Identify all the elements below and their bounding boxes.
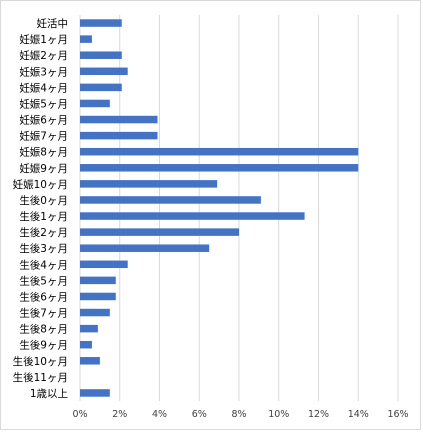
category-label: 妊娠2ヶ月 <box>19 49 68 62</box>
category-label: 生後7ヶ月 <box>19 307 68 320</box>
category-label: 生後9ヶ月 <box>19 339 68 352</box>
category-label: 妊娠9ヶ月 <box>19 162 68 175</box>
category-label: 妊娠4ヶ月 <box>19 81 68 94</box>
x-tick-labels: 0% 2% 4% 6% 8% 10% 12% 14% 16% <box>72 409 408 420</box>
bar <box>80 389 110 397</box>
category-labels: 妊活中妊娠1ヶ月妊娠2ヶ月妊娠3ヶ月妊娠4ヶ月妊娠5ヶ月妊娠6ヶ月妊娠7ヶ月妊娠… <box>13 17 68 400</box>
category-label: 生後6ヶ月 <box>19 290 68 303</box>
bar <box>80 19 122 27</box>
x-tick-label: 12% <box>308 409 329 420</box>
bar <box>80 308 110 317</box>
x-tick-label: 16% <box>387 409 408 420</box>
category-label: 生後2ヶ月 <box>19 226 68 239</box>
gridlines <box>79 15 399 401</box>
x-tick-label: 10% <box>268 409 289 420</box>
bar <box>80 196 261 204</box>
category-label: 妊娠8ヶ月 <box>19 146 68 159</box>
x-tick-label: 4% <box>152 409 167 420</box>
bars <box>80 19 359 397</box>
category-label: 生後11ヶ月 <box>13 371 68 384</box>
category-label: 妊娠5ヶ月 <box>19 97 68 110</box>
bar <box>80 83 122 92</box>
bar <box>80 115 158 124</box>
category-label: 生後1ヶ月 <box>19 210 68 223</box>
bar <box>80 324 98 333</box>
category-label: 妊娠10ヶ月 <box>13 178 68 191</box>
bar <box>80 147 359 156</box>
category-label: 生後3ヶ月 <box>19 242 68 255</box>
bar <box>80 244 210 252</box>
category-label: 生後8ヶ月 <box>19 323 68 336</box>
category-label: 妊娠1ヶ月 <box>19 33 68 46</box>
bar <box>80 67 128 76</box>
x-tick-label: 0% <box>72 409 87 420</box>
bar <box>80 180 218 188</box>
x-tick-label: 2% <box>112 409 127 420</box>
bar <box>80 340 92 349</box>
category-label: 生後10ヶ月 <box>13 355 68 368</box>
bar <box>80 357 100 365</box>
category-label: 妊娠7ヶ月 <box>19 130 68 143</box>
category-label: 生後4ヶ月 <box>19 258 68 271</box>
bar <box>80 51 122 59</box>
category-label: 妊娠3ヶ月 <box>19 65 68 78</box>
x-tick-label: 14% <box>348 409 369 420</box>
category-label: 生後5ヶ月 <box>19 274 68 287</box>
x-tick-label: 6% <box>192 409 207 420</box>
bar <box>80 260 128 269</box>
bar <box>80 99 110 108</box>
bar <box>80 35 92 43</box>
category-label: 1歳以上 <box>30 388 68 400</box>
bar <box>80 131 158 140</box>
x-tick-label: 8% <box>231 409 246 420</box>
category-label: 妊娠6ヶ月 <box>19 114 68 127</box>
bar <box>80 228 239 236</box>
bar <box>80 164 359 172</box>
bar <box>80 212 305 220</box>
category-label: 妊活中 <box>37 17 69 30</box>
bar <box>80 276 116 285</box>
category-label: 生後0ヶ月 <box>19 194 68 207</box>
bar <box>80 292 116 301</box>
